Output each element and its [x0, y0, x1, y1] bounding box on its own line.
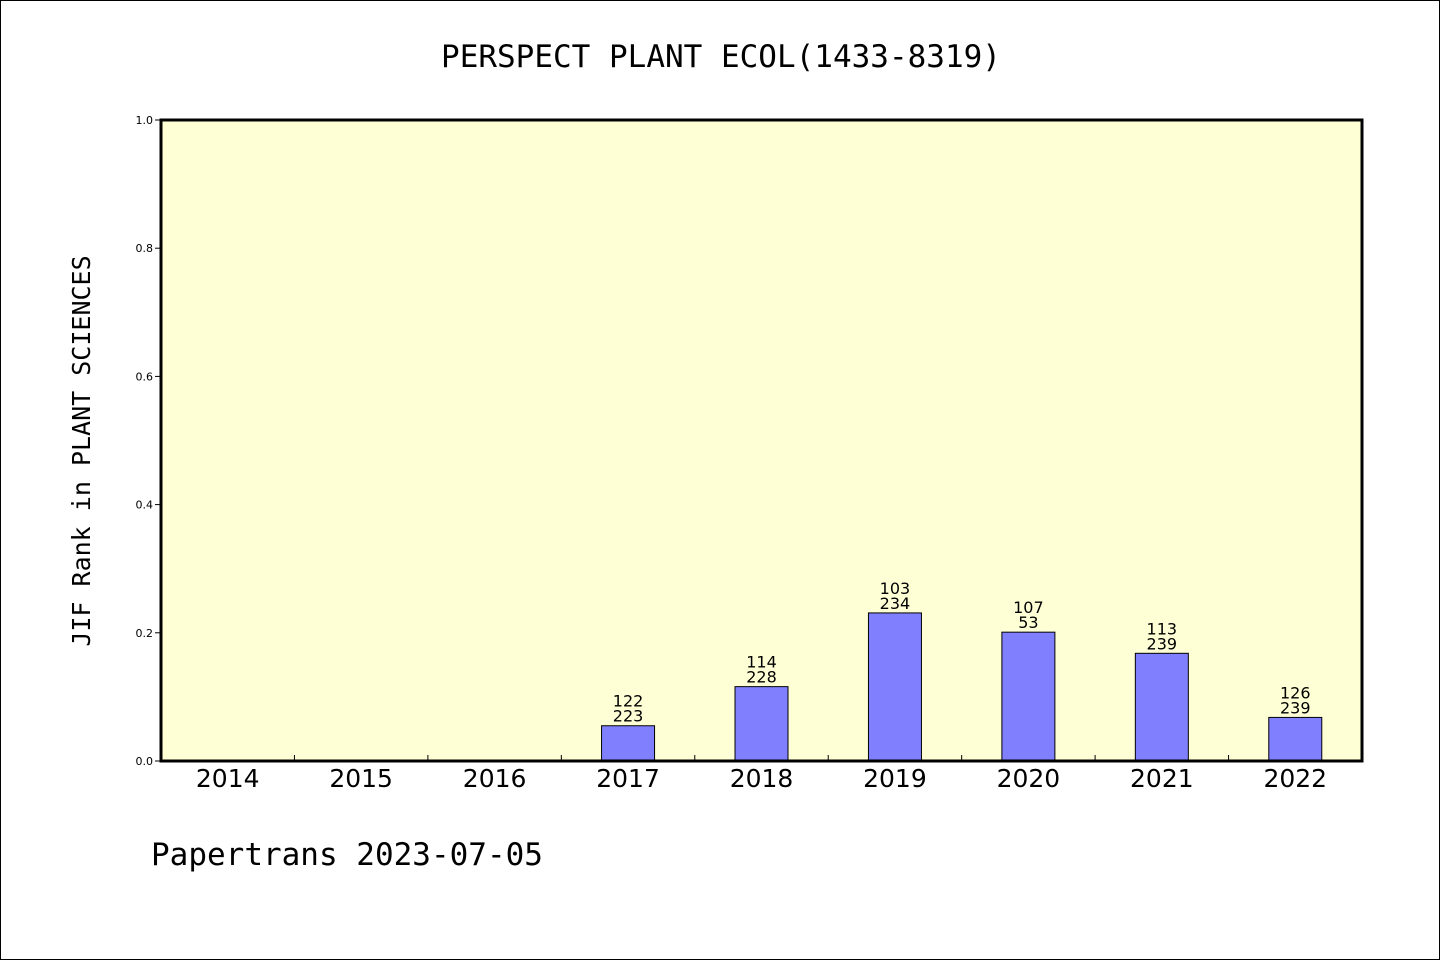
x-tick-label: 2021 [1130, 764, 1194, 793]
bar-total-label: 53 [1018, 613, 1038, 632]
chart-title: PERSPECT PLANT ECOL(1433-8319) [441, 39, 1001, 75]
x-tick-label: 2019 [863, 764, 927, 793]
y-tick-label: 0.4 [136, 499, 154, 512]
bar-2017 [601, 725, 656, 762]
x-tick-label: 2022 [1263, 764, 1327, 793]
x-tick-label: 2015 [329, 764, 393, 793]
bar-2021 [1134, 652, 1189, 762]
bar-2019 [867, 612, 922, 762]
bar-total-label: 239 [1280, 698, 1311, 717]
y-axis-label: JIF Rank in PLANT SCIENCES [67, 255, 96, 646]
footer-credit: Papertrans 2023-07-05 [151, 837, 543, 873]
x-tick-label: 2020 [997, 764, 1061, 793]
x-tick-label: 2014 [196, 764, 260, 793]
y-tick-label: 0.2 [136, 627, 154, 640]
bar-rank-label: 103 [880, 579, 911, 598]
bar-rank-label: 122 [613, 692, 644, 711]
bar-2018 [734, 686, 789, 762]
y-ticks-group: 0.0 0.2 0.4 0.6 0.8 1.0 [136, 114, 161, 768]
y-tick-label: 0.6 [136, 370, 154, 383]
plot-border [159, 118, 1364, 763]
y-tick-label: 1.0 [136, 114, 154, 127]
x-tick-label: 2018 [730, 764, 794, 793]
x-ticks-group: 2014 2015 2016 2017 2018 2019 2020 2021 2022 [196, 755, 1327, 793]
bar-total-label: 239 [1147, 634, 1178, 653]
y-tick-label: 0.0 [136, 755, 154, 768]
bar-rank-label: 107 [1013, 598, 1044, 617]
bars-group [601, 612, 1323, 762]
bar-total-label: 228 [746, 668, 777, 687]
bar-2020 [1001, 631, 1056, 762]
bar-total-label: 223 [613, 707, 644, 726]
bar-rank-label: 114 [746, 653, 777, 672]
bar-2022 [1268, 716, 1323, 762]
bar-total-label: 234 [880, 594, 911, 613]
x-tick-label: 2017 [596, 764, 660, 793]
x-tick-label: 2016 [463, 764, 527, 793]
y-tick-label: 0.8 [136, 242, 154, 255]
bar-rank-label: 113 [1147, 619, 1178, 638]
bar-rank-label: 126 [1280, 683, 1311, 702]
